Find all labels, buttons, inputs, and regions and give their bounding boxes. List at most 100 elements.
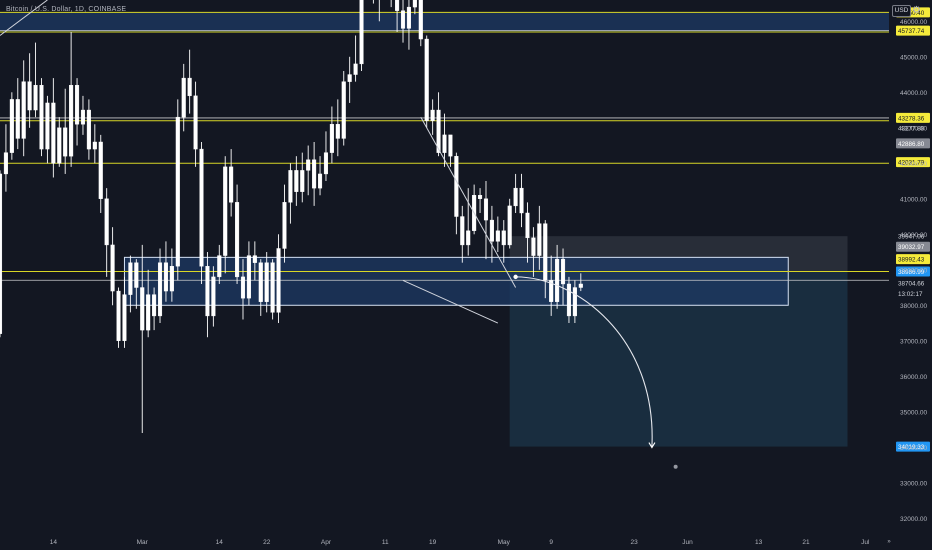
price-label: 43278.36 xyxy=(898,115,925,122)
down-candle xyxy=(454,155,459,217)
up-candle xyxy=(555,258,560,302)
up-candle xyxy=(3,152,8,175)
price-label-box[interactable] xyxy=(896,138,930,149)
price-axis-tick: 38000.00 xyxy=(900,303,927,310)
time-axis-tick: 22 xyxy=(263,539,271,546)
price-axis-tick: 46000.00 xyxy=(900,19,927,26)
symbol-title[interactable]: Bitcoin / U.S. Dollar, 1D, COINBASE xyxy=(6,6,127,13)
time-axis-tick: 21 xyxy=(802,539,810,546)
down-candle xyxy=(51,102,56,164)
price-axis-tick: 39000.00 xyxy=(900,267,927,274)
down-candle xyxy=(134,262,139,288)
time-axis-tick: Jul xyxy=(861,539,870,546)
up-candle xyxy=(318,173,323,189)
price-axis-tick: 40000.00 xyxy=(900,232,927,239)
up-candle xyxy=(223,166,228,256)
price-label: 42886.80 xyxy=(898,141,925,148)
up-candle xyxy=(412,0,417,8)
time-axis-tick: 23 xyxy=(631,539,639,546)
down-candle xyxy=(205,266,210,317)
time-axis-tick: 13 xyxy=(755,539,763,546)
projection-start-dot[interactable] xyxy=(513,274,518,280)
up-candle xyxy=(264,262,269,302)
time-axis-tick: 9 xyxy=(549,539,553,546)
up-candle xyxy=(406,6,411,29)
up-candle xyxy=(537,223,542,256)
up-candle xyxy=(507,205,512,246)
down-candle xyxy=(199,148,204,267)
down-candle xyxy=(519,187,524,214)
price-label-box[interactable] xyxy=(896,278,930,289)
price-label-box[interactable] xyxy=(896,266,930,277)
up-candle xyxy=(181,77,186,118)
up-candle xyxy=(157,262,163,317)
down-candle xyxy=(75,84,80,125)
price-label-box[interactable] xyxy=(896,241,930,252)
price-axis-tick: 44000.00 xyxy=(900,90,927,97)
up-candle xyxy=(92,141,97,150)
price-label-box[interactable] xyxy=(896,254,930,265)
price-axis-tick: 34000.00 xyxy=(900,445,927,452)
trend-line[interactable] xyxy=(402,279,499,324)
down-candle xyxy=(240,276,246,299)
down-candle xyxy=(418,0,423,40)
down-candle xyxy=(187,77,192,97)
resistance-zone[interactable] xyxy=(0,12,889,32)
up-candle xyxy=(122,294,127,341)
down-candle xyxy=(483,198,489,221)
down-candle xyxy=(478,195,483,199)
down-candle xyxy=(193,95,198,150)
price-axis-tick: 41000.00 xyxy=(900,196,927,203)
goto-realtime-button[interactable]: » xyxy=(887,539,891,545)
down-candle xyxy=(152,294,157,317)
price-label-box[interactable] xyxy=(896,231,930,242)
down-candle xyxy=(489,219,494,242)
down-candle xyxy=(98,141,103,199)
price-label: 38704.66 xyxy=(898,281,925,288)
price-axis-tick: 43000.00 xyxy=(900,125,927,132)
alert-marker-icon[interactable] xyxy=(673,464,678,469)
currency-button[interactable]: USD xyxy=(892,5,911,17)
price-label-box[interactable] xyxy=(896,123,930,134)
down-candle xyxy=(448,134,453,157)
up-candle xyxy=(211,276,216,317)
time-axis-tick: 19 xyxy=(429,539,437,546)
up-candle xyxy=(80,109,86,125)
up-candle xyxy=(578,283,583,288)
down-candle xyxy=(63,127,68,157)
price-label: 45737.74 xyxy=(898,28,925,35)
price-label: 38992.43 xyxy=(898,257,925,264)
time-axis-tick: Mar xyxy=(137,539,149,546)
up-candle xyxy=(442,134,447,153)
down-candle xyxy=(424,38,429,121)
price-label-box[interactable] xyxy=(896,157,930,168)
down-candle xyxy=(335,124,340,139)
price-label-box[interactable] xyxy=(896,25,930,36)
down-candle xyxy=(543,223,548,281)
time-axis-tick: Jun xyxy=(682,539,693,546)
price-label-box[interactable] xyxy=(896,112,930,123)
up-candle xyxy=(353,63,358,75)
up-candle xyxy=(69,84,74,157)
up-candle xyxy=(359,0,364,65)
price-label-box[interactable] xyxy=(896,288,930,299)
time-axis-tick: 14 xyxy=(50,539,58,546)
up-candle xyxy=(282,202,287,249)
price-label-box[interactable] xyxy=(896,441,930,452)
price-label: 39947.06 xyxy=(898,234,925,241)
up-candle xyxy=(21,81,26,139)
trend-line[interactable] xyxy=(0,0,48,36)
up-candle xyxy=(430,109,435,121)
projection-curve[interactable] xyxy=(515,276,653,447)
trend-line[interactable] xyxy=(420,116,517,288)
up-candle xyxy=(513,187,518,207)
price-axis-tick: 45000.00 xyxy=(900,54,927,61)
down-candle xyxy=(15,99,20,139)
up-candle xyxy=(0,173,3,334)
gear-icon[interactable]: ⚙ xyxy=(912,5,921,16)
time-axis-tick: May xyxy=(498,539,511,546)
up-candle xyxy=(495,230,500,242)
down-candle xyxy=(252,255,257,263)
support-zone[interactable] xyxy=(123,256,789,306)
